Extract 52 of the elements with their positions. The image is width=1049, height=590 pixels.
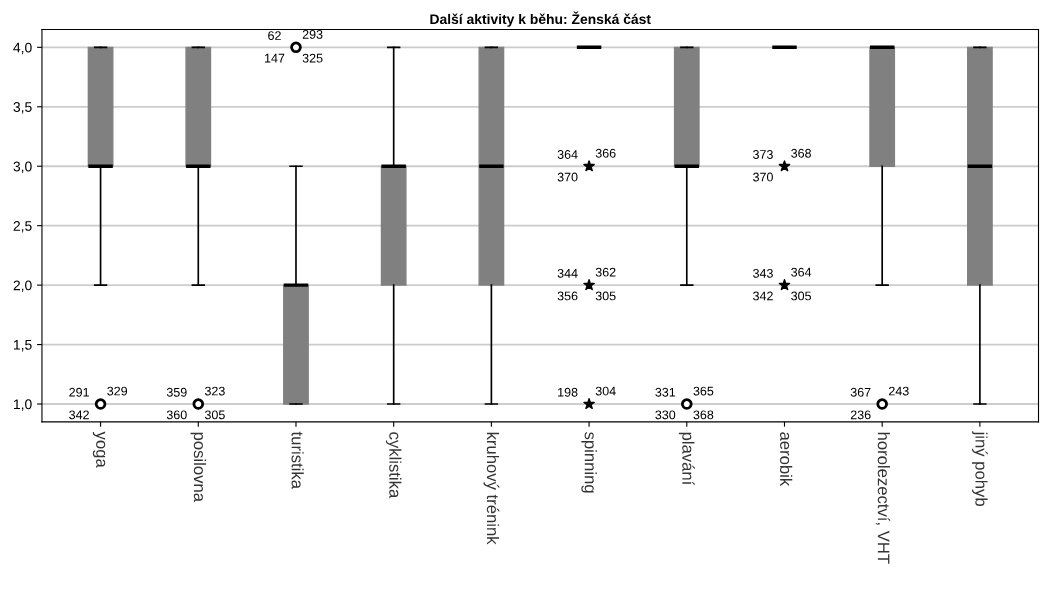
annotation: 343 bbox=[753, 268, 773, 278]
annotation: 367 bbox=[850, 387, 871, 397]
x-tick-label: posilovna bbox=[190, 432, 207, 502]
y-tick-label: 3,5 bbox=[13, 102, 32, 114]
x-tick-label: horolezectví, VHT bbox=[875, 432, 891, 564]
annotation: 364 bbox=[557, 150, 578, 159]
annotation: 342 bbox=[753, 291, 773, 301]
x-tick-label: jiný pohyb bbox=[972, 431, 988, 506]
annotation: 293 bbox=[302, 29, 323, 39]
annotation: 342 bbox=[69, 410, 89, 420]
x-tick-label: turistika bbox=[291, 431, 304, 489]
annotation: 366 bbox=[595, 148, 616, 158]
y-tick-label: 1,0 bbox=[13, 399, 32, 411]
annotation: 243 bbox=[889, 386, 909, 396]
annotation: 305 bbox=[791, 291, 811, 301]
y-tick-label: 1,5 bbox=[13, 340, 32, 352]
annotation: 365 bbox=[693, 386, 714, 396]
x-tick-label: cyklistika bbox=[385, 432, 402, 499]
annotation: 325 bbox=[302, 53, 323, 63]
annotation: 373 bbox=[753, 150, 773, 159]
chart-title: Další aktivity k běhu: Ženská část bbox=[430, 11, 651, 27]
x-tick-label: aerobik bbox=[780, 432, 793, 487]
annotation: 370 bbox=[557, 172, 578, 182]
annotation: 344 bbox=[557, 268, 578, 278]
annotation: 304 bbox=[595, 386, 616, 396]
annotation: 330 bbox=[655, 410, 676, 420]
x-tick-label: yoga bbox=[92, 431, 106, 468]
annotation: 362 bbox=[595, 267, 616, 277]
annotation: 198 bbox=[558, 387, 578, 397]
x-tick-label: spinning bbox=[581, 432, 597, 493]
y-tick-label: 4,0 bbox=[13, 42, 32, 55]
y-tick-label: 3,0 bbox=[13, 161, 32, 174]
annotation: 356 bbox=[557, 291, 578, 301]
annotation: 364 bbox=[791, 267, 812, 277]
y-tick-label: 2,5 bbox=[13, 221, 32, 233]
annotation: 236 bbox=[850, 410, 871, 420]
x-tick-label: kruhový trénink bbox=[483, 432, 500, 545]
y-tick-label: 2,0 bbox=[13, 280, 32, 292]
annotation: 147 bbox=[265, 53, 285, 63]
annotation: 305 bbox=[595, 291, 616, 301]
annotation: 305 bbox=[204, 410, 225, 420]
annotation: 368 bbox=[791, 148, 811, 158]
x-tick-label: plavání bbox=[678, 432, 695, 486]
annotation: 323 bbox=[204, 386, 225, 396]
annotation: 291 bbox=[69, 387, 89, 397]
annotation: 331 bbox=[655, 387, 676, 397]
annotation: 368 bbox=[693, 410, 714, 420]
annotation: 359 bbox=[166, 387, 187, 397]
annotation: 370 bbox=[753, 172, 773, 182]
annotation: 329 bbox=[107, 386, 128, 396]
annotation: 360 bbox=[166, 410, 187, 420]
annotation: 62 bbox=[268, 31, 281, 40]
